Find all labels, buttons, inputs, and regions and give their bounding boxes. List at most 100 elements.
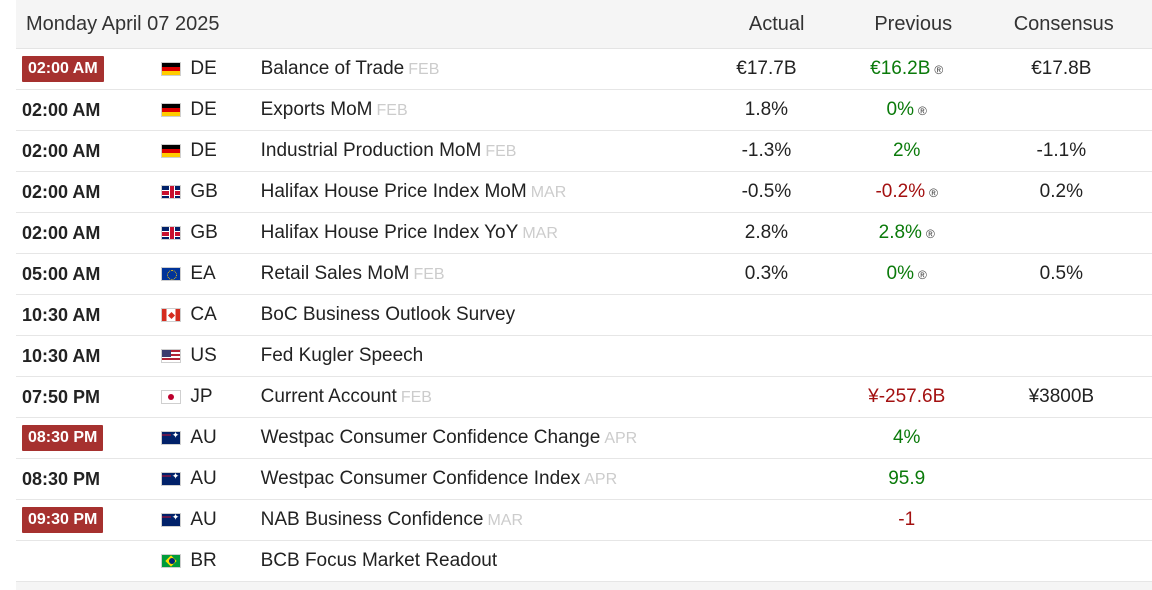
country-code: AU bbox=[190, 427, 217, 448]
event-name-link[interactable]: Retail Sales MoM bbox=[260, 263, 410, 284]
calendar-row[interactable]: 07:50 PM JP Current Account FEB ¥-257.6B ¥380… bbox=[16, 377, 1152, 418]
event-name-link[interactable]: Halifax House Price Index YoY bbox=[260, 222, 519, 243]
event-name-link[interactable]: Exports MoM bbox=[260, 99, 373, 120]
country-code: AU bbox=[190, 509, 217, 530]
event-time: 08:30 PM bbox=[22, 468, 101, 489]
event-name-link[interactable]: BCB Focus Market Readout bbox=[260, 550, 498, 571]
event-name-link[interactable]: Halifax House Price Index MoM bbox=[260, 181, 527, 202]
event-time-badge: 09:30 PM bbox=[22, 507, 104, 533]
event-reference-period: FEB bbox=[485, 143, 517, 160]
event-time-badge: 08:30 PM bbox=[22, 425, 104, 451]
event-name-link[interactable]: Westpac Consumer Confidence Change bbox=[260, 427, 601, 448]
event-cell: Retail Sales MoM FEB bbox=[261, 263, 690, 285]
country-code: DE bbox=[190, 58, 217, 79]
country-cell: AU bbox=[161, 509, 260, 531]
event-reference-period: FEB bbox=[408, 61, 440, 78]
revised-icon[interactable]: ® bbox=[918, 104, 927, 118]
event-cell: Fed Kugler Speech bbox=[261, 345, 690, 367]
event-time-cell: 05:00 AM bbox=[16, 264, 161, 285]
revised-icon[interactable]: ® bbox=[918, 268, 927, 282]
calendar-row[interactable]: 02:00 AM GB Halifax House Price Index MoM M… bbox=[16, 172, 1152, 213]
calendar-row[interactable]: 10:30 AM US Fed Kugler Speech bbox=[16, 336, 1152, 377]
previous-cell: €16.2B ® bbox=[843, 58, 971, 80]
calendar-header: Monday April 07 2025 Actual Previous Con… bbox=[16, 0, 1152, 49]
event-reference-period: FEB bbox=[413, 266, 445, 283]
event-cell: Westpac Consumer Confidence Change APR bbox=[261, 427, 690, 449]
calendar-row[interactable]: 08:30 PM AU Westpac Consumer Confidence Ch… bbox=[16, 418, 1152, 459]
event-name-link[interactable]: BoC Business Outlook Survey bbox=[260, 304, 516, 325]
country-cell: DE bbox=[161, 99, 260, 121]
country-code: GB bbox=[190, 222, 218, 243]
previous-cell: 0% ® bbox=[843, 99, 971, 121]
event-reference-period: MAR bbox=[487, 512, 523, 529]
event-reference-period: MAR bbox=[530, 184, 567, 201]
previous-column-header[interactable]: Previous bbox=[874, 12, 953, 35]
calendar-row[interactable]: 02:00 AM DE Industrial Production MoM FEB -1… bbox=[16, 131, 1152, 172]
consensus-value: €17.8B bbox=[1031, 58, 1092, 79]
consensus-value: 0.5% bbox=[1039, 263, 1083, 284]
previous-cell: 0% ® bbox=[843, 263, 971, 285]
previous-cell: -0.2% ® bbox=[843, 181, 971, 203]
event-cell: NAB Business Confidence MAR bbox=[261, 509, 690, 531]
flag-jp-icon bbox=[161, 390, 182, 404]
event-time: 10:30 AM bbox=[22, 345, 101, 366]
event-time-cell: 08:30 PM bbox=[16, 425, 161, 451]
event-name-link[interactable]: Westpac Consumer Confidence Index bbox=[260, 468, 581, 489]
calendar-row[interactable]: 10:30 AM CA BoC Business Outlook Survey bbox=[16, 295, 1152, 336]
event-cell: Current Account FEB bbox=[261, 386, 690, 408]
country-cell: GB bbox=[161, 222, 260, 244]
revised-icon[interactable]: ® bbox=[934, 63, 944, 77]
previous-value: 2% bbox=[892, 140, 921, 161]
calendar-row[interactable]: 02:00 AM DE Balance of Trade FEB €17.7B €16.2… bbox=[16, 49, 1152, 90]
flag-ea-icon bbox=[161, 267, 182, 281]
revised-icon[interactable]: ® bbox=[925, 227, 935, 241]
actual-value: 1.8% bbox=[744, 99, 789, 120]
calendar-row[interactable]: BR BCB Focus Market Readout bbox=[16, 541, 1152, 582]
flag-au-icon bbox=[161, 472, 182, 486]
event-time-cell: 09:30 PM bbox=[16, 507, 161, 533]
flag-br-icon bbox=[161, 554, 182, 568]
calendar-rows: 02:00 AM DE Balance of Trade FEB €17.7B €16.2… bbox=[16, 49, 1152, 582]
event-name-link[interactable]: Current Account bbox=[260, 386, 397, 407]
country-code: BR bbox=[190, 550, 217, 571]
calendar-row[interactable]: 05:00 AM EA Retail Sales MoM FEB 0.3% 0% ® 0.5% bbox=[16, 254, 1152, 295]
consensus-value: -1.1% bbox=[1036, 140, 1087, 161]
country-code: AU bbox=[190, 468, 217, 489]
economic-calendar: Monday April 07 2025 Actual Previous Con… bbox=[16, 0, 1152, 590]
previous-value: ¥-257.6B bbox=[868, 386, 946, 407]
event-time-badge: 02:00 AM bbox=[22, 56, 104, 82]
event-time-cell: 08:30 PM bbox=[16, 469, 161, 490]
calendar-row[interactable]: 02:00 AM DE Exports MoM FEB 1.8% 0% ® bbox=[16, 90, 1152, 131]
actual-value: -0.5% bbox=[741, 181, 792, 202]
calendar-row[interactable]: 02:00 AM GB Halifax House Price Index YoY M… bbox=[16, 213, 1152, 254]
flag-de-icon bbox=[161, 103, 182, 117]
calendar-row[interactable]: 08:30 PM AU Westpac Consumer Confidence In… bbox=[16, 459, 1152, 500]
event-name-link[interactable]: Industrial Production MoM bbox=[260, 140, 482, 161]
event-reference-period: APR bbox=[584, 471, 618, 488]
event-name-link[interactable]: NAB Business Confidence bbox=[260, 509, 484, 530]
event-time-cell: 02:00 AM bbox=[16, 223, 161, 244]
country-code: DE bbox=[190, 140, 217, 161]
actual-column-header[interactable]: Actual bbox=[748, 12, 805, 35]
country-cell: AU bbox=[161, 427, 260, 449]
consensus-column-header[interactable]: Consensus bbox=[1013, 12, 1114, 35]
actual-value: €17.7B bbox=[736, 58, 797, 79]
country-cell: AU bbox=[161, 468, 260, 490]
revised-icon[interactable]: ® bbox=[929, 186, 938, 200]
country-code: GB bbox=[190, 181, 218, 202]
previous-value: 0% bbox=[886, 99, 915, 120]
previous-value: 4% bbox=[892, 427, 921, 448]
event-name-link[interactable]: Balance of Trade bbox=[260, 58, 405, 79]
country-code: CA bbox=[190, 304, 217, 325]
country-cell: DE bbox=[161, 58, 260, 80]
event-cell: Exports MoM FEB bbox=[261, 99, 690, 121]
event-name-link[interactable]: Fed Kugler Speech bbox=[260, 345, 424, 366]
actual-value: -1.3% bbox=[741, 140, 792, 161]
previous-cell: 4% bbox=[843, 427, 971, 449]
event-time: 05:00 AM bbox=[22, 263, 101, 284]
country-cell: CA bbox=[161, 304, 260, 326]
previous-value: 95.9 bbox=[888, 468, 926, 489]
event-cell: Balance of Trade FEB bbox=[261, 58, 690, 80]
event-time-cell: 07:50 PM bbox=[16, 387, 161, 408]
